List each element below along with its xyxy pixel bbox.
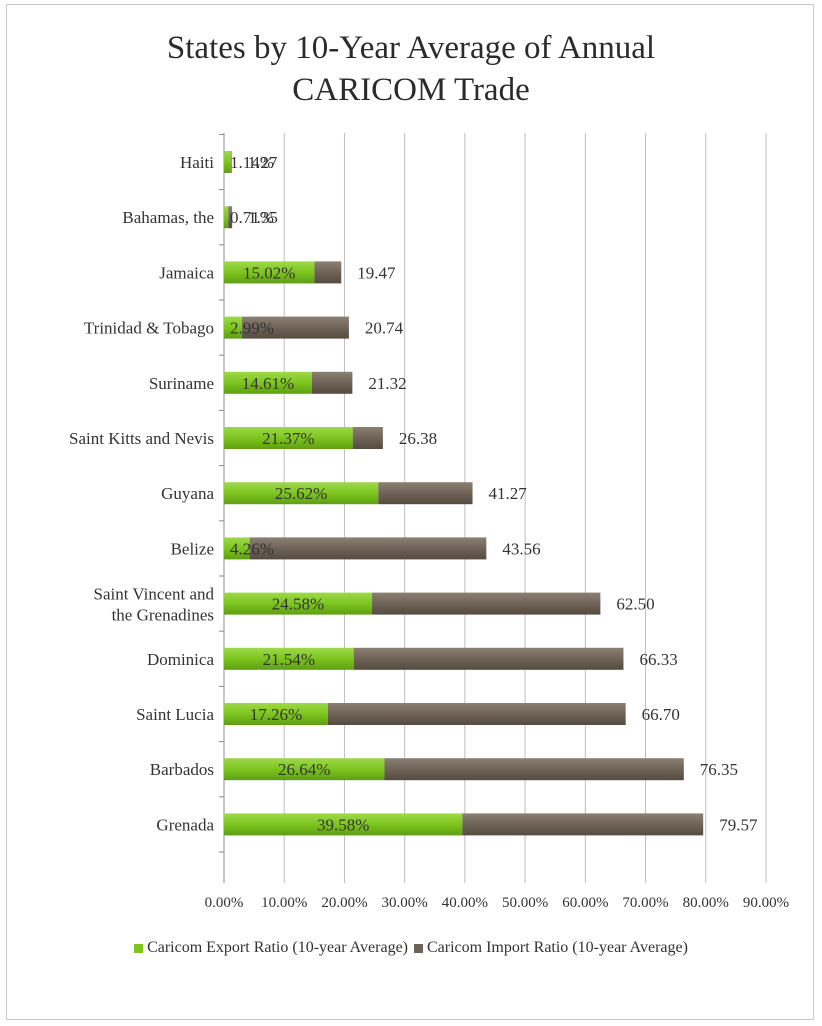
category-label: Saint Kitts and Nevis [69, 429, 214, 448]
category-label: Haiti [180, 153, 214, 172]
export-data-label: 39.58% [317, 815, 369, 834]
category-label: Guyana [161, 484, 214, 503]
bar-export [224, 427, 353, 449]
bar-export [224, 758, 385, 781]
bar-import [230, 151, 232, 173]
chart-frame: States by 10-Year Average of Annual CARI… [6, 4, 814, 1020]
import-data-label: 66.70 [642, 705, 680, 724]
category-label: Suriname [149, 374, 214, 393]
import-data-label: 21.32 [368, 374, 406, 393]
export-data-label: 14.61% [242, 374, 294, 393]
chart-title: States by 10-Year Average of Annual CARI… [7, 27, 815, 111]
bar-export [224, 206, 229, 229]
x-tick-label: 50.00% [502, 895, 548, 911]
bar-export [224, 261, 315, 284]
import-data-label: 76.35 [700, 760, 738, 779]
export-data-label: 4.26% [230, 539, 274, 558]
bar-import [242, 316, 349, 339]
bar-import [311, 371, 353, 394]
category-label: Dominica [147, 650, 214, 669]
legend-label-import: Caricom Import Ratio (10-year Average) [427, 939, 688, 956]
legend-swatch-import [414, 943, 423, 953]
category-label: Belize [171, 539, 214, 558]
bar-import [327, 703, 626, 725]
bar-export [224, 537, 250, 560]
bar-export [224, 647, 354, 670]
export-data-label: 21.54% [263, 650, 315, 669]
chart-legend: Caricom Export Ratio (10-year Average) C… [7, 939, 815, 958]
bar-export [224, 482, 379, 505]
bar-import [384, 758, 684, 781]
category-label: Trinidad & Tobago [84, 319, 214, 338]
bar-chart: 0.00% 10.00% 20.00% 30.00% 40.00% 50.00% 60.00… [69, 133, 789, 911]
x-tick-label: 30.00% [382, 895, 428, 911]
import-data-label: 1.27 [248, 153, 278, 172]
legend-item-import: Caricom Import Ratio (10-year Average) [414, 939, 688, 957]
bar-import [249, 537, 487, 560]
import-data-label: 41.27 [489, 484, 528, 503]
legend-label-export: Caricom Export Ratio (10-year Average) [147, 939, 408, 956]
category-label: Jamaica [159, 263, 214, 282]
chart-title-line-2: CARICOM Trade [292, 72, 530, 108]
x-tick-label: 10.00% [261, 895, 307, 911]
export-data-label: 25.62% [275, 484, 327, 503]
category-label: Bahamas, the [122, 208, 214, 227]
import-data-label: 19.47 [357, 263, 396, 282]
bar-import [228, 206, 233, 229]
category-label: Saint Lucia [136, 705, 214, 724]
category-label: Saint Vincent and the Grenadines [94, 585, 215, 625]
bar-export [224, 592, 373, 615]
import-data-label: 20.74 [365, 319, 404, 338]
import-data-label: 43.56 [502, 539, 540, 558]
x-tick-label: 0.00% [205, 895, 244, 911]
import-data-label: 62.50 [616, 595, 654, 614]
x-tick-label: 70.00% [622, 895, 668, 911]
export-data-label: 1.14% [230, 153, 274, 172]
x-tick-label: 20.00% [321, 895, 367, 911]
legend-swatch-export [134, 943, 144, 953]
bar-import [462, 813, 704, 836]
category-label: Grenada [156, 815, 214, 834]
import-data-label: 26.38 [399, 429, 437, 448]
legend-item-export: Caricom Export Ratio (10-year Average) [134, 939, 408, 957]
export-data-label: 2.99% [230, 319, 274, 338]
export-data-label: 24.58% [272, 595, 324, 614]
bar-export [224, 371, 312, 394]
category-label: Barbados [150, 760, 214, 779]
x-tick-label: 90.00% [743, 895, 789, 911]
x-tick-label: 80.00% [683, 895, 729, 911]
export-data-label: 21.37% [262, 429, 314, 448]
x-tick-label: 40.00% [442, 895, 488, 911]
import-data-label: 1.35 [248, 208, 278, 227]
chart-title-line-1: States by 10-Year Average of Annual [166, 30, 656, 66]
x-tick-label: 60.00% [562, 895, 608, 911]
import-data-label: 66.33 [639, 650, 677, 669]
bar-export [224, 813, 463, 836]
bar-export [224, 703, 328, 725]
export-data-label: 17.26% [250, 705, 302, 724]
bar-import [378, 482, 473, 505]
export-data-label: 15.02% [243, 263, 295, 282]
export-data-label: 0.71% [230, 208, 274, 227]
bar-import [372, 592, 601, 615]
export-data-label: 26.64% [278, 760, 330, 779]
bar-import [314, 261, 342, 284]
bar-import [353, 647, 624, 670]
bar-import [352, 427, 383, 449]
import-data-label: 79.57 [719, 815, 758, 834]
bar-export [224, 151, 231, 173]
bar-export [224, 316, 243, 339]
